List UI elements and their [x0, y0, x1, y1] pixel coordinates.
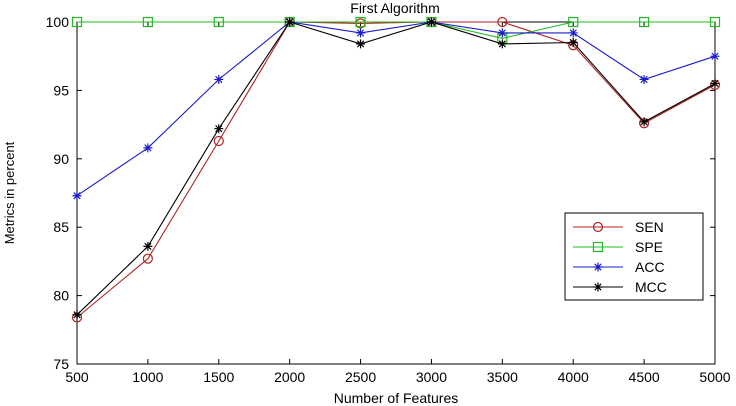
data-point-spe	[709, 16, 721, 28]
data-point-spe	[568, 16, 579, 28]
data-point-acc	[639, 74, 649, 84]
series-acc	[72, 17, 720, 201]
x-tick-label: 3000	[416, 369, 447, 385]
data-point-spe	[355, 16, 366, 28]
data-point-acc	[710, 51, 720, 61]
y-tick-label: 100	[46, 14, 70, 30]
series-line-sen	[76, 21, 716, 318]
x-tick-label: 2500	[345, 369, 376, 385]
x-tick-label: 2000	[274, 369, 305, 385]
data-point-acc	[568, 28, 578, 38]
data-point-sen	[213, 135, 224, 147]
data-point-mcc	[72, 310, 82, 320]
data-point-mcc	[710, 79, 720, 89]
x-tick-label: 500	[65, 369, 89, 385]
data-point-spe	[639, 16, 650, 28]
legend-label-sen: SEN	[635, 219, 664, 235]
series-line-spe	[77, 21, 715, 39]
y-tick-label: 80	[53, 288, 69, 304]
data-point-spe	[71, 16, 83, 28]
y-tick-label: 95	[53, 82, 69, 98]
x-tick-label: 1000	[132, 369, 163, 385]
series-mcc	[72, 17, 720, 320]
legend-marker-mcc	[593, 282, 603, 292]
data-point-sen	[497, 16, 508, 28]
data-point-acc	[356, 28, 366, 38]
legend-marker-acc	[593, 262, 603, 272]
axis-ticks: 500 1000 1500 2000 2500 3000 3500 4000 4500 5000 7…	[46, 14, 731, 385]
y-tick-label: 85	[53, 219, 69, 235]
y-tick-label: 90	[53, 151, 69, 167]
x-axis-label: Number of Features	[334, 390, 459, 406]
legend: SEN SPE ACC MCC	[564, 212, 704, 301]
data-point-mcc	[143, 241, 153, 251]
data-point-mcc	[426, 17, 436, 27]
data-point-mcc	[356, 39, 366, 49]
data-point-sen	[142, 253, 153, 264]
x-tick-label: 4000	[558, 369, 589, 385]
data-point-acc	[143, 143, 153, 153]
series-spe	[71, 16, 721, 44]
data-point-spe	[213, 16, 224, 28]
x-tick-label: 3500	[487, 369, 518, 385]
data-point-mcc	[285, 17, 295, 27]
y-axis-label: Metrics in percent	[2, 141, 17, 244]
x-tick-label: 5000	[699, 369, 730, 385]
plot-area	[76, 21, 716, 365]
legend-label-spe: SPE	[635, 239, 663, 255]
data-point-spe	[142, 16, 153, 28]
legend-label-mcc: MCC	[635, 279, 667, 295]
data-point-acc	[214, 74, 224, 84]
data-point-mcc	[497, 39, 507, 49]
legend-marker-sen	[592, 221, 604, 233]
data-point-mcc	[639, 117, 649, 127]
legend-marker-spe	[592, 241, 604, 253]
chart-title: First Algorithm	[350, 0, 439, 16]
series-line-acc	[76, 21, 716, 197]
y-tick-label: 75	[53, 356, 69, 372]
x-tick-label: 1500	[203, 369, 234, 385]
series-lines	[71, 16, 721, 323]
data-point-acc	[72, 191, 82, 201]
x-tick-label: 4500	[629, 369, 660, 385]
data-point-mcc	[568, 38, 578, 48]
series-line-mcc	[76, 21, 716, 316]
data-point-acc	[497, 28, 507, 38]
legend-label-acc: ACC	[635, 259, 665, 275]
data-point-mcc	[214, 124, 224, 134]
